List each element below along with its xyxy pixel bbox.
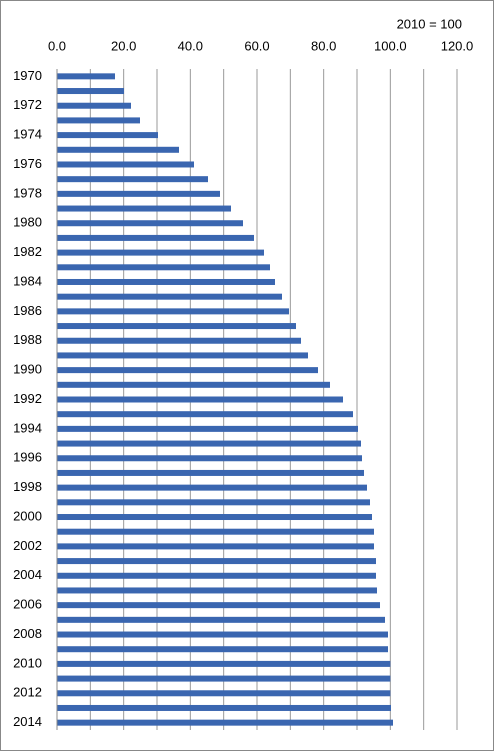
bar — [57, 704, 391, 711]
bar — [57, 234, 254, 241]
bar — [57, 337, 301, 344]
bar — [57, 543, 374, 550]
bar — [57, 73, 115, 80]
y-tick-label: 1970 — [13, 68, 42, 83]
y-tick-label: 2002 — [13, 538, 42, 553]
x-tick-label: 80.0 — [311, 38, 336, 53]
bar — [57, 205, 231, 212]
y-tick-label: 1974 — [13, 127, 42, 142]
y-tick-label: 1986 — [13, 303, 42, 318]
bar — [57, 88, 124, 95]
x-tick-label: 100.0 — [374, 38, 407, 53]
bar — [57, 484, 367, 491]
y-tick-label: 2008 — [13, 626, 42, 641]
y-tick-label: 2014 — [13, 714, 42, 729]
bar — [57, 646, 388, 653]
bar — [57, 719, 393, 726]
y-tick-label: 1998 — [13, 479, 42, 494]
bar — [57, 161, 194, 168]
x-tick-label: 120.0 — [441, 38, 474, 53]
bar — [57, 587, 377, 594]
bar — [57, 293, 282, 300]
y-tick-label: 2004 — [13, 567, 42, 582]
y-tick-label: 1982 — [13, 244, 42, 259]
bar — [57, 190, 220, 197]
bar — [57, 132, 158, 139]
y-tick-label: 1990 — [13, 362, 42, 377]
y-tick-label: 1996 — [13, 450, 42, 465]
bar — [57, 176, 208, 183]
bar — [57, 308, 289, 315]
bar — [57, 146, 179, 153]
bar — [57, 102, 131, 109]
bar — [57, 558, 376, 565]
y-tick-label: 1980 — [13, 215, 42, 230]
bar — [57, 425, 358, 432]
bar — [57, 455, 362, 462]
bar — [57, 220, 243, 227]
y-tick-label: 2000 — [13, 508, 42, 523]
bar — [57, 469, 364, 476]
y-tick-label: 2006 — [13, 597, 42, 612]
x-tick-label: 40.0 — [178, 38, 203, 53]
y-tick-label: 1976 — [13, 156, 42, 171]
bar — [57, 514, 372, 521]
x-tick-label: 0.0 — [48, 38, 66, 53]
bar — [57, 411, 353, 418]
bar — [57, 675, 391, 682]
bar — [57, 323, 296, 330]
bar — [57, 572, 376, 579]
y-tick-label: 1972 — [13, 97, 42, 112]
bar — [57, 660, 391, 667]
bar — [57, 616, 385, 623]
bar — [57, 352, 308, 359]
bar — [57, 440, 361, 447]
y-tick-label: 1994 — [13, 420, 42, 435]
bar — [57, 278, 275, 285]
y-tick-label: 1978 — [13, 185, 42, 200]
y-tick-label: 2010 — [13, 655, 42, 670]
bar — [57, 528, 374, 535]
bar — [57, 264, 270, 271]
bar — [57, 499, 370, 506]
y-tick-label: 1984 — [13, 273, 42, 288]
annotation: 2010 = 100 — [397, 16, 462, 31]
bar — [57, 396, 343, 403]
bar — [57, 381, 330, 388]
bar — [57, 631, 388, 638]
y-tick-label: 1988 — [13, 332, 42, 347]
x-tick-label: 60.0 — [244, 38, 269, 53]
bar — [57, 367, 318, 374]
bar — [57, 249, 264, 256]
bar — [57, 690, 391, 697]
bar — [57, 117, 140, 124]
y-tick-label: 1992 — [13, 391, 42, 406]
y-tick-label: 2012 — [13, 685, 42, 700]
x-tick-label: 20.0 — [111, 38, 136, 53]
bar — [57, 602, 380, 609]
